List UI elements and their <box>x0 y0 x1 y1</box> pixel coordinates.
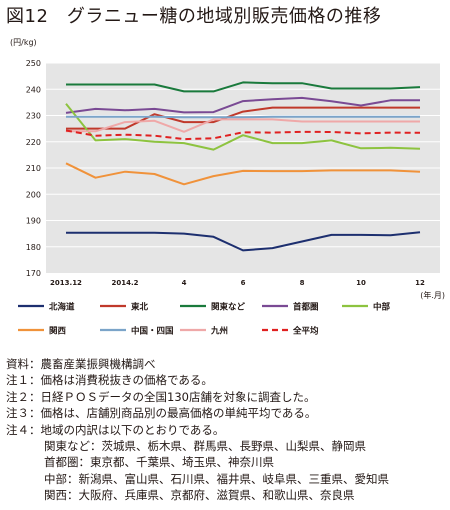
note-2: 注２：日経ＰＯＳデータの全国130店舗を対象に調査した。 <box>6 389 316 404</box>
legend-label: 東北 <box>131 302 149 313</box>
y-tick-label: 230 <box>26 112 41 121</box>
series-line-7 <box>66 118 420 133</box>
legend-label: 全平均 <box>292 326 319 337</box>
series-line-1 <box>66 106 420 130</box>
series-lines <box>65 81 421 252</box>
series-line-4 <box>65 103 421 151</box>
legend-label: 首都圏 <box>293 302 319 313</box>
figure-title: 図12 グラニュー糖の地域別販売価格の推移 <box>6 6 382 27</box>
notes-block: 資料：農畜産業振興機構調べ 注１：価格は消費税抜きの価格である。 注２：日経ＰＯ… <box>6 356 446 504</box>
series-line-5 <box>65 162 421 186</box>
y-axis-label: (円/kg) <box>10 38 37 47</box>
x-tick-label: 4 <box>182 279 187 287</box>
y-tick-label: 170 <box>26 269 41 278</box>
legend-label: 九州 <box>210 326 228 337</box>
y-tick-label: 190 <box>26 217 41 226</box>
legend-label: 中部 <box>373 302 391 313</box>
x-tick-label: 2014.2 <box>111 279 138 287</box>
x-tick-label: 6 <box>241 279 246 287</box>
region-note-kansai: 関西：大阪府、兵庫県、京都府、滋賀県、和歌山県、奈良県 <box>44 488 355 503</box>
x-axis-ticks: 2013.12 2014.2 4 6 8 10 12 <box>50 279 425 287</box>
x-axis-label: (年.月) <box>420 290 445 300</box>
x-tick-label: 8 <box>300 279 305 287</box>
y-tick-label: 250 <box>26 59 41 68</box>
y-tick-label: 200 <box>26 190 41 199</box>
y-tick-label: 210 <box>26 164 41 173</box>
region-note-chubu: 中部：新潟県、富山県、石川県、福井県、岐阜県、三重県、愛知県 <box>44 471 389 486</box>
series-line-6 <box>66 115 420 119</box>
y-tick-label: 180 <box>26 243 41 252</box>
line-chart: 170 180 190 200 210 220 230 240 250 2013.12 2014.… <box>10 38 445 337</box>
note-3: 注３：価格は、店舗別商品別の最高価格の単純平均である。 <box>6 406 317 421</box>
note-1: 注１：価格は消費税抜きの価格である。 <box>6 373 213 388</box>
x-tick-label: 12 <box>415 279 425 287</box>
y-tick-label: 240 <box>26 85 41 94</box>
y-tick-label: 220 <box>26 138 41 147</box>
legend-label: 関東など <box>211 302 246 313</box>
region-note-shutoken: 首都圏：東京都、千葉県、埼玉県、神奈川県 <box>44 455 274 470</box>
source-note: 資料：農畜産業振興機構調べ <box>6 357 156 371</box>
legend-label: 中国・四国 <box>131 326 174 337</box>
x-tick-label: 10 <box>356 279 366 287</box>
x-tick-label: 2013.12 <box>50 279 82 287</box>
y-axis-ticks: 170 180 190 200 210 220 230 240 250 <box>26 59 41 278</box>
gridlines <box>46 62 440 248</box>
legend-label: 北海道 <box>49 302 75 313</box>
series-line-3 <box>65 96 420 114</box>
note-4: 注４：地域の内訳は以下のとおりである。 <box>6 422 225 437</box>
region-note-kanto: 関東など：茨城県、栃木県、群馬県、長野県、山梨県、静岡県 <box>44 439 366 454</box>
series-line-2 <box>66 81 421 93</box>
legend-label: 関西 <box>49 326 67 337</box>
series-line-0 <box>66 231 421 252</box>
